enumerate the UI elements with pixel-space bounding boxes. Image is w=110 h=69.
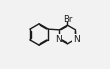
Text: Br: Br	[63, 15, 72, 24]
Text: N: N	[73, 35, 80, 44]
Text: N: N	[55, 35, 62, 44]
